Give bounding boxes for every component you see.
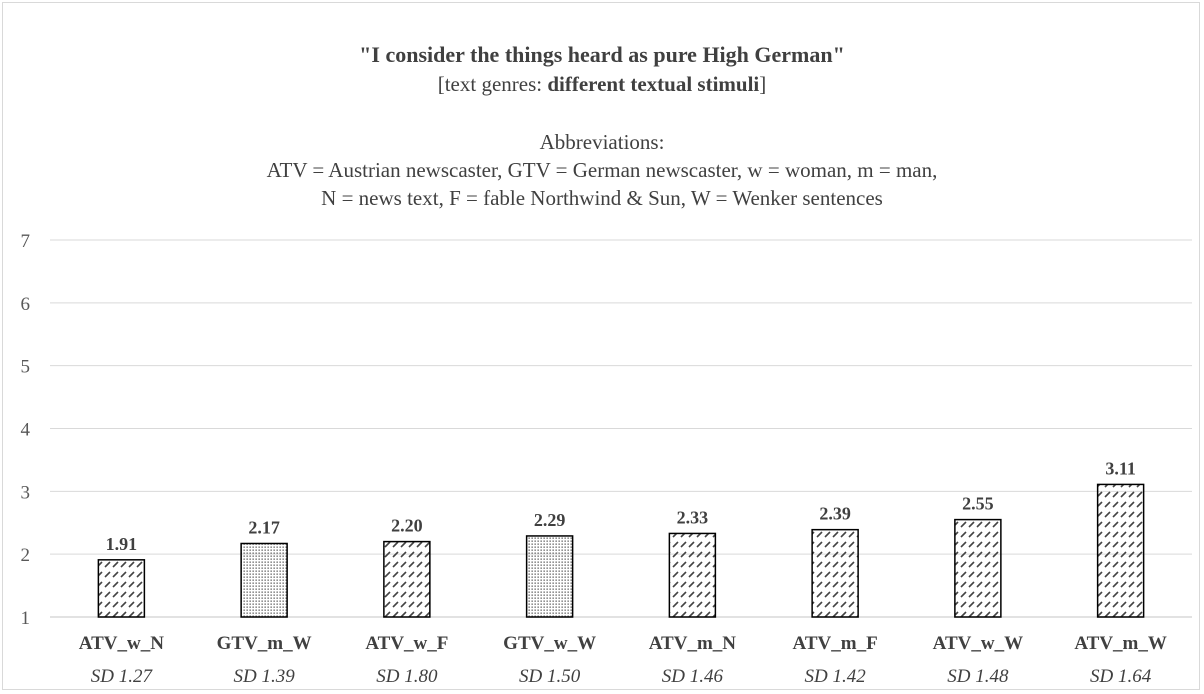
bar-ATV_m_F	[811, 528, 859, 618]
data-label: 2.33	[677, 507, 709, 527]
abbreviations-heading: Abbreviations:	[539, 130, 665, 154]
x-tick-label: ATV_m_F	[793, 633, 878, 654]
bar-ATV_w_W	[954, 518, 1002, 618]
sd-label: SD 1.48	[947, 666, 1009, 687]
sd-label: SD 1.46	[662, 666, 724, 687]
x-tick-label: ATV_m_W	[1074, 633, 1167, 654]
chart-subtitle: [text genres: different textual stimuli]	[0, 72, 1204, 97]
bar-ATV_w_F	[383, 540, 431, 618]
bar-GTV_w_W	[525, 535, 574, 618]
gridlines	[50, 239, 1192, 618]
data-labels: 1.91 2.17 2.20 2.29 2.33 2.39 2.55 3.11	[106, 458, 1136, 553]
data-label: 2.55	[962, 494, 994, 514]
y-tick-label: 3	[21, 482, 31, 503]
data-label: 2.17	[248, 517, 280, 537]
sd-label: SD 1.27	[91, 666, 154, 687]
y-tick-label: 6	[21, 294, 31, 315]
sd-label: SD 1.64	[1090, 666, 1152, 687]
x-tick-label: ATV_w_N	[79, 633, 164, 654]
subtitle-bold: different textual stimuli	[547, 72, 760, 96]
abbreviations-line-2: N = news text, F = fable Northwind & Sun…	[321, 186, 883, 210]
x-tick-label: GTV_m_W	[217, 633, 312, 654]
y-axis-tick-labels: 1 2 3 4 5 6 7	[21, 231, 31, 629]
bar-ATV_w_N	[97, 559, 146, 618]
x-tick-label: ATV_w_F	[365, 633, 448, 654]
sd-label: SD 1.80	[376, 666, 438, 687]
data-label: 2.29	[534, 510, 566, 530]
chart-title: "I consider the things heard as pure Hig…	[359, 42, 845, 67]
sd-label: SD 1.39	[234, 666, 296, 687]
bar-ATV_m_W	[1096, 483, 1145, 618]
x-tick-label: ATV_m_N	[649, 633, 737, 654]
data-label: 2.20	[391, 516, 423, 536]
bars	[97, 483, 1145, 618]
bar-GTV_m_W	[240, 542, 288, 618]
x-tick-label: GTV_w_W	[503, 633, 596, 654]
y-tick-label: 4	[21, 420, 31, 441]
y-tick-label: 7	[21, 231, 31, 252]
subtitle-prefix: [text genres:	[437, 72, 548, 96]
sd-label: SD 1.50	[519, 666, 581, 687]
bar-ATV_m_N	[668, 532, 717, 618]
x-tick-label: ATV_w_W	[933, 633, 1023, 654]
data-label: 1.91	[106, 534, 138, 554]
abbreviations-line-1: ATV = Austrian newscaster, GTV = German …	[266, 158, 938, 182]
sd-label: SD 1.42	[805, 666, 867, 687]
y-tick-label: 5	[21, 357, 31, 378]
subtitle-suffix: ]	[759, 72, 767, 96]
x-axis-tick-labels: ATV_w_N SD 1.27 GTV_m_W SD 1.39 ATV_w_F SD 1.…	[79, 633, 1167, 687]
data-label: 3.11	[1105, 458, 1136, 478]
data-label: 2.39	[819, 504, 851, 524]
y-tick-label: 2	[21, 545, 31, 566]
y-tick-label: 1	[21, 608, 31, 629]
